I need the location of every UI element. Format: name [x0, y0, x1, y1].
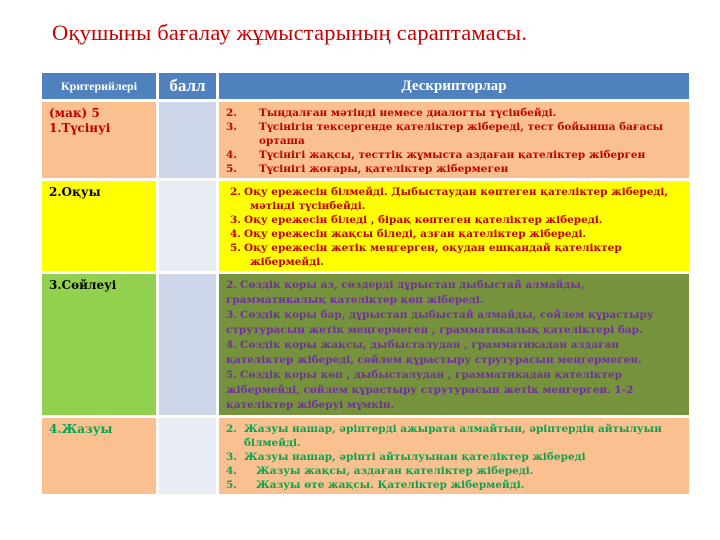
- descriptor-text: Түсінігі жоғары, қателіктер жібермеген: [259, 163, 509, 175]
- descriptor-number: 5.: [226, 369, 237, 381]
- slide-title: Оқушыны бағалау жұмыстарының сараптамасы…: [52, 20, 528, 45]
- descriptor-text: Оқу ережесін білмейді. Дыбыстаудан көпте…: [243, 186, 669, 212]
- descriptor-number: 2.: [226, 279, 237, 291]
- descriptors-cell: 2. Оқу ережесін білмейді. Дыбыстаудан көп…: [219, 181, 689, 271]
- descriptor-item: 2. Сөздік қоры аз, сөздерді дұрыстап дыбы…: [226, 278, 681, 308]
- criteria-cell: 3.Сөйлеуі: [42, 274, 156, 415]
- descriptor-item: 5. Сөздік қоры көп , дыбысталудан , грамм…: [226, 368, 681, 413]
- descriptor-item: 4. Түсінігі жақсы, тесттік жұмыста аздаға…: [226, 148, 681, 162]
- descriptor-item: 4. Оқу ережесін жақсы біледі, азған қател…: [226, 227, 681, 241]
- score-cell: [159, 418, 216, 494]
- table-row: 4.Жазуы 2. Жазуы нашар, әріптерді ажырата…: [42, 418, 689, 494]
- descriptor-item: 3. Жазуы нашар, әріпті айтылуынан қателік…: [226, 450, 681, 464]
- descriptor-item: 4. Жазуы жақсы, аздаған қателіктер жібере…: [226, 464, 681, 478]
- table-row: (мак) 5 1.Түсінуі 2. Тыңдалған мәтінді нем…: [42, 102, 689, 178]
- descriptor-text: Жазуы жақсы, аздаған қателіктер жібереді…: [256, 465, 534, 477]
- criteria-label: (мак) 5: [49, 106, 100, 120]
- score-cell: [159, 274, 216, 415]
- descriptor-number: 2.: [230, 186, 241, 198]
- descriptor-number: 3.: [226, 451, 237, 463]
- descriptor-item: 5. Жазуы өте жақсы. Қателіктер жібермейді…: [226, 478, 681, 492]
- header-criteria: Критерийлері: [42, 73, 156, 99]
- descriptor-text: Оқу ережесін жетік меңгерген, оқудан ешқ…: [243, 242, 622, 268]
- descriptor-text: Сөздік қоры бар, дұрыстап дыбыстай алмай…: [226, 309, 654, 336]
- descriptor-item: 3. Түсінігін тексергенде қателіктер жібер…: [226, 120, 681, 148]
- criteria-label: 2.Оқуы: [49, 185, 101, 199]
- descriptor-number: 4.: [226, 149, 237, 161]
- descriptors-cell: 2. Жазуы нашар, әріптерді ажырата алмайты…: [219, 418, 689, 494]
- descriptor-item: 2. Тыңдалған мәтінді немесе диалогты түсі…: [226, 106, 681, 120]
- descriptor-number: 4.: [226, 339, 237, 351]
- descriptor-number: 3.: [226, 309, 237, 321]
- descriptor-number: 5.: [226, 163, 237, 175]
- descriptors-cell: 2. Тыңдалған мәтінді немесе диалогты түсі…: [219, 102, 689, 178]
- descriptor-text: Сөздік қоры көп , дыбысталудан , граммат…: [226, 369, 634, 411]
- descriptor-number: 2.: [226, 423, 237, 435]
- descriptor-text: Түсінігі жақсы, тесттік жұмыста аздаған …: [259, 149, 646, 161]
- criteria-label: 1.Түсінуі: [49, 121, 111, 135]
- table-body: (мак) 5 1.Түсінуі 2. Тыңдалған мәтінді нем…: [42, 102, 689, 494]
- descriptor-text: Жазуы нашар, әріпті айтылуынан қателікте…: [244, 451, 586, 463]
- descriptor-number: 5.: [226, 479, 237, 491]
- descriptor-text: Сөздік қоры жақсы, дыбысталудан , грамма…: [226, 339, 642, 366]
- descriptor-number: 4.: [230, 228, 241, 240]
- criteria-cell: 4.Жазуы: [42, 418, 156, 494]
- criteria-cell: 2.Оқуы: [42, 181, 156, 271]
- criteria-label: 3.Сөйлеуі: [49, 278, 117, 292]
- descriptor-item: 2. Оқу ережесін білмейді. Дыбыстаудан көп…: [226, 185, 681, 213]
- table-row: 2.Оқуы 2. Оқу ережесін білмейді. Дыбыстау…: [42, 181, 689, 271]
- header-score: балл: [159, 73, 216, 99]
- descriptors-cell: 2. Сөздік қоры аз, сөздерді дұрыстап дыбы…: [219, 274, 689, 415]
- header-descriptors: Дескрипторлар: [219, 73, 689, 99]
- descriptor-item: 3. Оқу ережесін біледі , бірақ көптеген қ…: [226, 213, 681, 227]
- descriptor-item: 5. Түсінігі жоғары, қателіктер жібермеген: [226, 162, 681, 176]
- descriptor-text: Оқу ережесін біледі , бірақ көптеген қат…: [243, 214, 603, 226]
- descriptor-item: 3. Сөздік қоры бар, дұрыстап дыбыстай алм…: [226, 308, 681, 338]
- descriptor-number: 3.: [226, 121, 237, 133]
- descriptor-item: 4. Сөздік қоры жақсы, дыбысталудан , грам…: [226, 338, 681, 368]
- descriptor-item: 5. Оқу ережесін жетік меңгерген, оқудан е…: [226, 241, 681, 269]
- descriptor-text: Жазуы өте жақсы. Қателіктер жібермейді.: [256, 479, 525, 491]
- descriptor-number: 3.: [230, 214, 241, 226]
- table-row: 3.Сөйлеуі 2. Сөздік қоры аз, сөздерді дұр…: [42, 274, 689, 415]
- descriptor-item: 2. Жазуы нашар, әріптерді ажырата алмайты…: [226, 422, 681, 450]
- descriptor-text: Жазуы нашар, әріптерді ажырата алмайтын,…: [244, 423, 662, 449]
- descriptor-text: Тыңдалған мәтінді немесе диалогты түсінб…: [259, 107, 557, 119]
- table-header-row: Критерийлері балл Дескрипторлар: [42, 73, 689, 99]
- score-cell: [159, 181, 216, 271]
- descriptor-text: Сөздік қоры аз, сөздерді дұрыстап дыбыст…: [226, 279, 585, 306]
- descriptor-number: 2.: [226, 107, 237, 119]
- descriptor-number: 4.: [226, 465, 237, 477]
- descriptor-text: Оқу ережесін жақсы біледі, азған қателік…: [243, 228, 587, 240]
- descriptor-number: 5.: [230, 242, 241, 254]
- score-cell: [159, 102, 216, 178]
- criteria-cell: (мак) 5 1.Түсінуі: [42, 102, 156, 178]
- descriptor-text: Түсінігін тексергенде қателіктер жіберед…: [259, 121, 664, 147]
- criteria-label: 4.Жазуы: [49, 422, 113, 436]
